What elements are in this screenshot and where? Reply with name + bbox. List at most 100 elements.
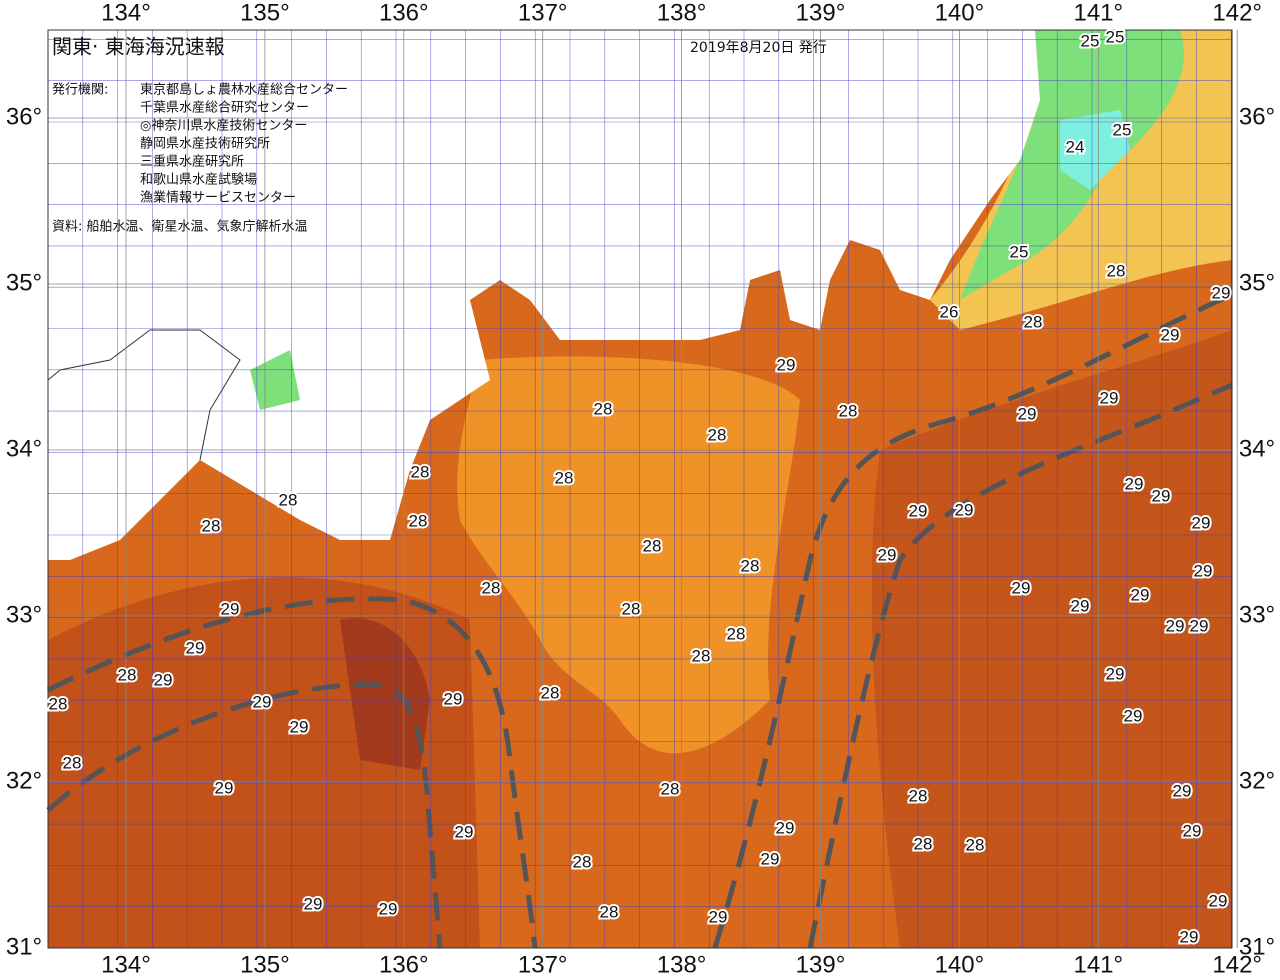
lon-label: 141° — [1073, 951, 1123, 978]
lon-label: 140° — [935, 951, 985, 978]
contour-label: 28 — [541, 683, 560, 702]
contour-label: 29 — [186, 638, 205, 657]
contour-label: 29 — [1209, 891, 1228, 910]
contour-label: 28 — [573, 852, 592, 871]
contour-label: 25 — [1010, 242, 1029, 261]
contour-label: 29 — [909, 501, 928, 520]
lon-label: 134° — [101, 951, 151, 978]
contour-label: 28 — [708, 425, 727, 444]
land — [48, 30, 1040, 560]
contour-label: 28 — [622, 599, 641, 618]
contour-label: 29 — [1100, 388, 1119, 407]
lon-label: 137° — [518, 0, 568, 26]
issuer-name: 静岡県水産技術研究所 — [140, 136, 270, 152]
contour-label: 28 — [482, 578, 501, 597]
lat-label: 35° — [6, 269, 42, 296]
lon-label: 136° — [379, 0, 429, 26]
contour-label: 29 — [253, 692, 272, 711]
contour-label: 28 — [409, 511, 428, 530]
contour-label: 29 — [1161, 325, 1180, 344]
lat-label: 36° — [6, 103, 42, 130]
lon-label: 135° — [240, 951, 290, 978]
warm-zone — [871, 330, 1232, 948]
contour-label: 28 — [661, 779, 680, 798]
green-zone — [250, 350, 300, 410]
lat-label: 31° — [6, 933, 42, 960]
contour-label: 28 — [555, 468, 574, 487]
contour-label: 28 — [118, 665, 137, 684]
contour-label: 29 — [1124, 706, 1143, 725]
title: 関東· 東海海況速報 — [52, 35, 225, 59]
contour-label: 29 — [1106, 664, 1125, 683]
lon-label: 139° — [796, 0, 846, 26]
contour-label: 28 — [49, 694, 68, 713]
map-frame — [47, 29, 1233, 949]
contour-label: 28 — [202, 516, 221, 535]
source: 資料: 船舶水温、衛星水温、気象庁解析水温 — [52, 219, 308, 235]
contour-label: 29 — [154, 670, 173, 689]
grid — [47, 30, 1238, 949]
contour-label: 29 — [1183, 821, 1202, 840]
contour-label: 29 — [1173, 781, 1192, 800]
issuer-name: ◎神奈川県水産技術センター — [140, 118, 307, 134]
contour-label: 29 — [1192, 513, 1211, 532]
lon-label: 136° — [379, 951, 429, 978]
lat-label: 33° — [1239, 601, 1275, 628]
contour-label: 29 — [1018, 404, 1037, 423]
lat-label: 33° — [6, 601, 42, 628]
contour-label: 29 — [1152, 486, 1171, 505]
issue-date: 2019年8月20日 発行 — [690, 40, 827, 56]
lon-label: 139° — [796, 951, 846, 978]
issuer-name: 和歌山県水産試験場 — [140, 172, 257, 188]
contour-label: 24 — [1066, 137, 1085, 156]
lon-label: 142° — [1212, 0, 1262, 26]
contour-label: 29 — [1012, 578, 1031, 597]
lon-label: 141° — [1073, 0, 1123, 26]
contour-label: 29 — [379, 899, 398, 918]
lat-label: 34° — [6, 435, 42, 462]
contour-label: 28 — [643, 536, 662, 555]
contour-label: 29 — [215, 778, 234, 797]
contour-label: 29 — [455, 822, 474, 841]
lat-label: 36° — [1239, 103, 1275, 130]
contour-label: 28 — [63, 753, 82, 772]
lat-label: 35° — [1239, 269, 1275, 296]
contour-label: 29 — [761, 849, 780, 868]
lon-label: 138° — [657, 951, 707, 978]
contour-label: 29 — [1190, 616, 1209, 635]
lat-label: 32° — [6, 767, 42, 794]
contour-label: 28 — [594, 399, 613, 418]
contour-label: 28 — [279, 490, 298, 509]
lat-label: 34° — [1239, 435, 1275, 462]
contour-label: 29 — [1071, 596, 1090, 615]
contour-label: 29 — [444, 689, 463, 708]
issuer-name: 三重県水産研究所 — [140, 154, 244, 170]
issuer-name: 千葉県水産総合研究センター — [140, 100, 309, 116]
contour-label: 28 — [411, 462, 430, 481]
contour-label: 28 — [727, 624, 746, 643]
issuer-name: 東京都島しょ農林水産総合センター — [140, 82, 348, 98]
contour-label: 28 — [914, 834, 933, 853]
issuer-label: 発行機関: — [52, 83, 108, 98]
contour-label: 29 — [290, 717, 309, 736]
lon-label: 137° — [518, 951, 568, 978]
issuer-name: 漁業情報サービスセンター — [140, 190, 296, 206]
lon-label: 134° — [101, 0, 151, 26]
contour-label: 28 — [1024, 312, 1043, 331]
contour-label: 29 — [304, 894, 323, 913]
contour-label: 29 — [1194, 561, 1213, 580]
contour-label: 29 — [777, 355, 796, 374]
contour-label: 28 — [966, 835, 985, 854]
lon-label: 138° — [657, 0, 707, 26]
contour-label: 29 — [709, 907, 728, 926]
contour-label: 28 — [600, 902, 619, 921]
warm-core — [340, 618, 430, 770]
cyan-zone — [1060, 110, 1130, 190]
contour-label: 29 — [1180, 927, 1199, 946]
contour-label: 26 — [940, 302, 959, 321]
lon-label: 135° — [240, 0, 290, 26]
contour-label: 29 — [221, 599, 240, 618]
contour-label: 25 — [1106, 27, 1125, 46]
contour-label: 29 — [1131, 585, 1150, 604]
